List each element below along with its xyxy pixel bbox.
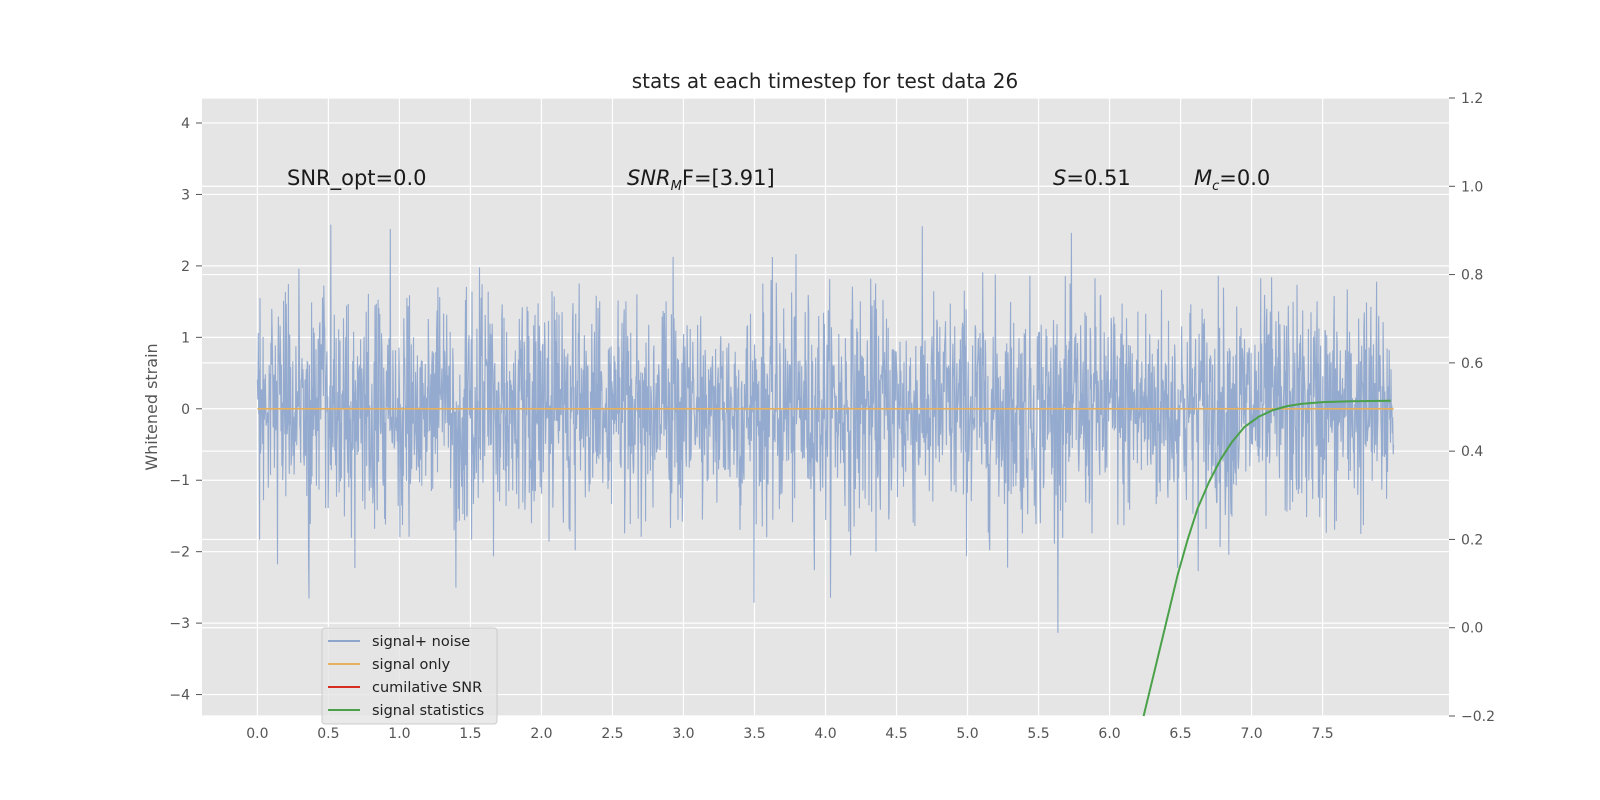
annotation-snr-mf: SNRMF=[3.91] [627, 166, 775, 194]
y2-tick-label: 0.6 [1461, 356, 1483, 372]
annotation-mc-base: M [1194, 166, 1212, 190]
y-tick-label: 3 [181, 187, 190, 203]
y2-tick-label: 0.2 [1461, 532, 1483, 548]
annotation-mc: Mc=0.0 [1194, 166, 1270, 194]
y2-tick-label: 0.0 [1461, 621, 1483, 637]
annotation-mc-sub: c [1212, 179, 1219, 194]
x-tick-label: 7.0 [1240, 726, 1262, 742]
y-axis-label: Whitened strain [142, 343, 161, 470]
y2-tick-label: 0.8 [1461, 268, 1483, 284]
legend-label-signal-plus-noise: signal+ noise [372, 634, 470, 650]
signal-plus-noise-line [256, 224, 1395, 633]
annotation-s-italic: S [1053, 166, 1066, 190]
x-tick-label: 6.0 [1098, 726, 1120, 742]
signal-statistics-line [1142, 399, 1391, 717]
x-tick-label: 5.0 [956, 726, 978, 742]
annotation-s-rest: =0.51 [1066, 166, 1130, 190]
y2-tick-label: 0.4 [1461, 444, 1483, 460]
x-tick-label: 1.5 [459, 726, 481, 742]
x-tick-label: 3.5 [743, 726, 765, 742]
y-tick-label: −2 [169, 545, 190, 561]
axes-layer: 0.0 0.5 1.0 1.5 2.0 2.5 3.0 3.5 4.0 4.5 5.0 5.5 6.0 6… [169, 91, 1495, 742]
y2-tick-label: −0.2 [1461, 709, 1495, 725]
annotation-snr-mf-rest: F=[3.91] [682, 166, 775, 190]
legend: signal+ noise signal only cumilative SNR… [321, 627, 498, 725]
legend-label-cumilative-snr: cumilative SNR [372, 680, 482, 696]
x-tick-label: 5.5 [1027, 726, 1049, 742]
y-tick-label: −3 [169, 616, 190, 632]
y-tick-label: 2 [181, 259, 190, 275]
y-tick-label: 1 [181, 330, 190, 346]
annotation-mc-rest: =0.0 [1219, 166, 1270, 190]
y-tick-label: −4 [169, 688, 190, 704]
y-tick-label: −1 [169, 473, 190, 489]
signal-plus-noise-series [256, 224, 1395, 633]
x-tick-label: 6.5 [1169, 726, 1191, 742]
legend-label-signal-only: signal only [372, 657, 451, 673]
lines-layer [257, 399, 1394, 717]
annotation-snr-mf-base: SNR [627, 166, 671, 190]
y2-tick-label: 1.2 [1461, 91, 1483, 107]
x-tick-label: 0.5 [317, 726, 339, 742]
legend-label-signal-statistics: signal statistics [372, 703, 484, 719]
y-tick-label: 4 [181, 116, 190, 132]
x-tick-label: 3.0 [672, 726, 694, 742]
x-tick-label: 2.5 [601, 726, 623, 742]
x-tick-label: 4.0 [814, 726, 836, 742]
x-tick-label: 0.0 [246, 726, 268, 742]
chart-title: stats at each timestep for test data 26 [632, 69, 1018, 93]
x-tick-label: 1.0 [388, 726, 410, 742]
x-tick-label: 7.5 [1311, 726, 1333, 742]
x-tick-label: 4.5 [885, 726, 907, 742]
x-tick-label: 2.0 [530, 726, 552, 742]
annotation-snr-opt: SNR_opt=0.0 [287, 166, 427, 191]
legend-box [321, 627, 498, 725]
y2-tick-label: 1.0 [1461, 179, 1483, 195]
y-tick-label: 0 [181, 402, 190, 418]
annotation-snr-mf-sub: M [671, 179, 682, 194]
annotation-s: S=0.51 [1053, 166, 1131, 190]
